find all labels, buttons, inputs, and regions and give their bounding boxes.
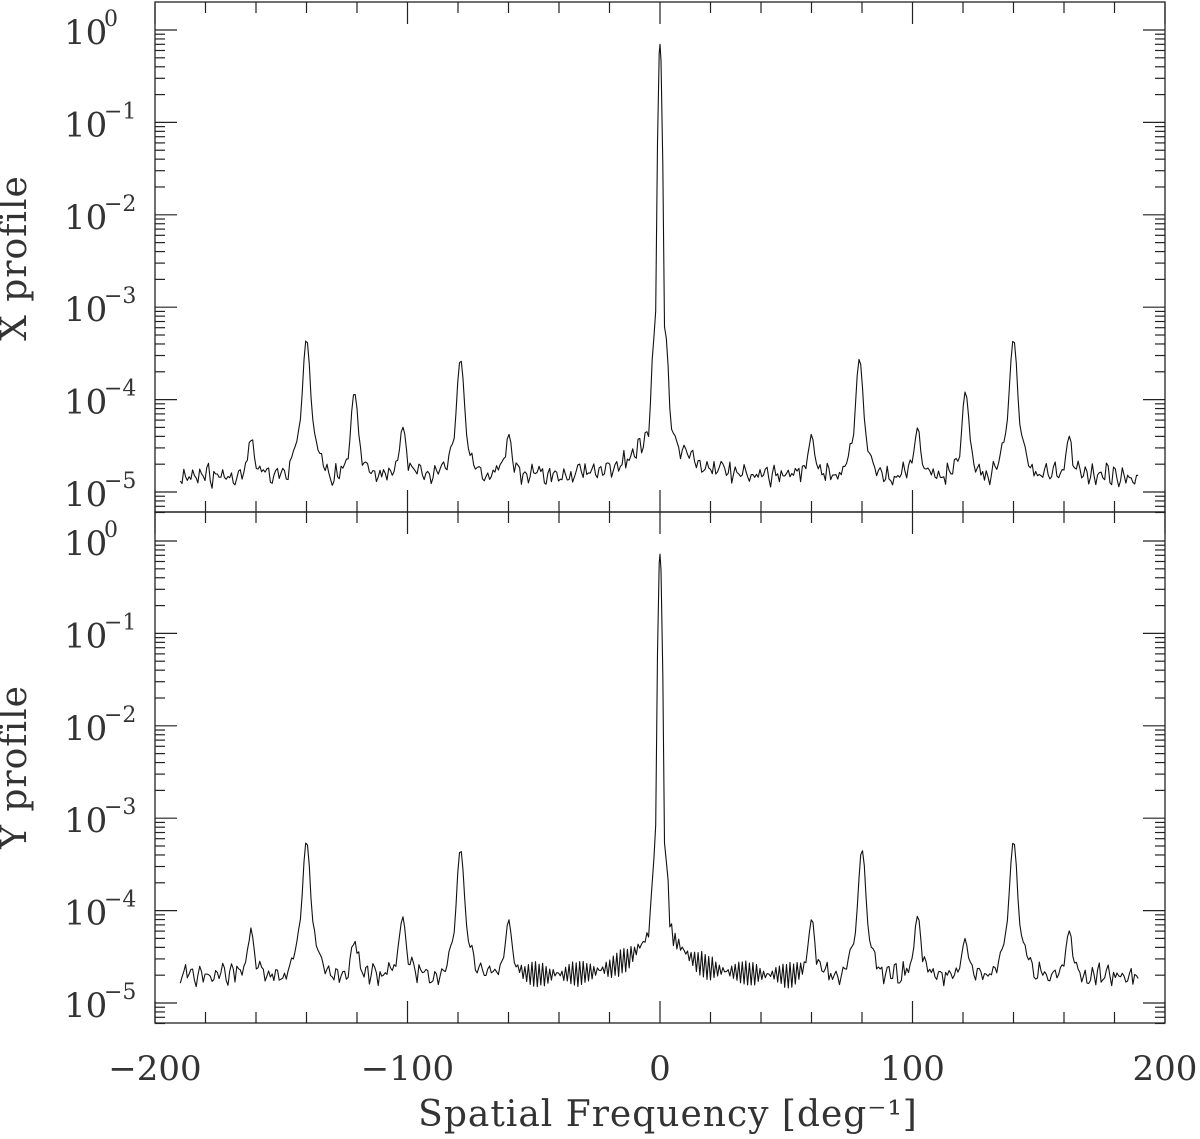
x-tick-label: 0 [649,1049,671,1089]
y-tick-label-exponent: −5 [104,469,136,494]
y-tick-label: 10 [64,475,107,515]
y-tick-label: 10 [64,105,107,145]
spectrum-series-line [179,43,1139,489]
y-tick-label-exponent: −2 [104,192,136,217]
plot-frame [154,1,1166,513]
y-tick-label-exponent: −3 [104,284,136,309]
x-tick-label: 100 [880,1049,945,1089]
x-tick-label: 200 [1133,1049,1198,1089]
y-tick-label: 10 [64,616,107,656]
y-tick-label: 10 [64,383,107,423]
y-tick-label: 10 [64,801,107,841]
spectrum-series-line [179,553,1139,989]
y-tick-label: 10 [64,986,107,1026]
y-tick-label: 10 [64,290,107,330]
y-tick-label-exponent: −5 [104,980,136,1005]
y-tick-label-exponent: −4 [104,888,136,913]
x-tick-label: −200 [108,1049,201,1089]
y-tick-label-exponent: 0 [104,518,118,543]
y-tick-label: 10 [64,709,107,749]
y-tick-label: 10 [64,198,107,238]
y-axis-title-y-profile: Y profile [0,685,35,850]
x-axis-title: Spatial Frequency [deg⁻¹] [418,1094,918,1135]
y-tick-label-exponent: −1 [104,99,136,124]
y-tick-label: 10 [64,524,107,564]
y-tick-label: 10 [64,894,107,934]
y-axis-title-x-profile: X profile [0,175,35,341]
x-tick-label: −100 [361,1049,454,1089]
y-tick-label-exponent: −2 [104,703,136,728]
plot-frame [154,511,1166,1024]
y-tick-label: 10 [64,13,107,53]
y-tick-label-exponent: 0 [104,7,118,32]
y-tick-label-exponent: −4 [104,377,136,402]
y-tick-label-exponent: −1 [104,610,136,635]
y-tick-label-exponent: −3 [104,795,136,820]
